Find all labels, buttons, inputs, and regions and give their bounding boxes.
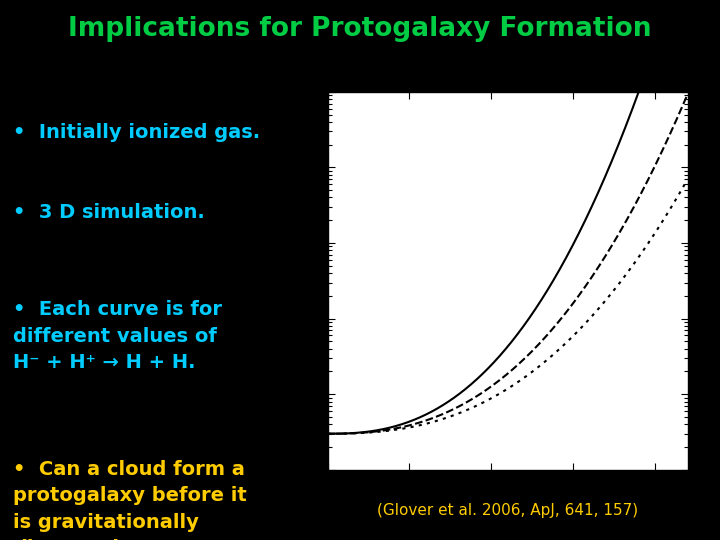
Text: Implications for Protogalaxy Formation: Implications for Protogalaxy Formation xyxy=(68,16,652,42)
Text: •  Can a cloud form a
protogalaxy before it
is gravitationally
disrupted?: • Can a cloud form a protogalaxy before … xyxy=(13,460,247,540)
Text: •  Each curve is for
different values of
H⁻ + H⁺ → H + H.: • Each curve is for different values of … xyxy=(13,300,222,373)
Text: •  Initially ionized gas.: • Initially ionized gas. xyxy=(13,123,260,143)
Text: (Glover et al. 2006, ApJ, 641, 157): (Glover et al. 2006, ApJ, 641, 157) xyxy=(377,503,638,518)
Text: •  3 D simulation.: • 3 D simulation. xyxy=(13,203,205,222)
Y-axis label: Central density (cm⁻³): Central density (cm⁻³) xyxy=(274,211,287,351)
X-axis label: Time (Myr): Time (Myr) xyxy=(470,493,545,507)
